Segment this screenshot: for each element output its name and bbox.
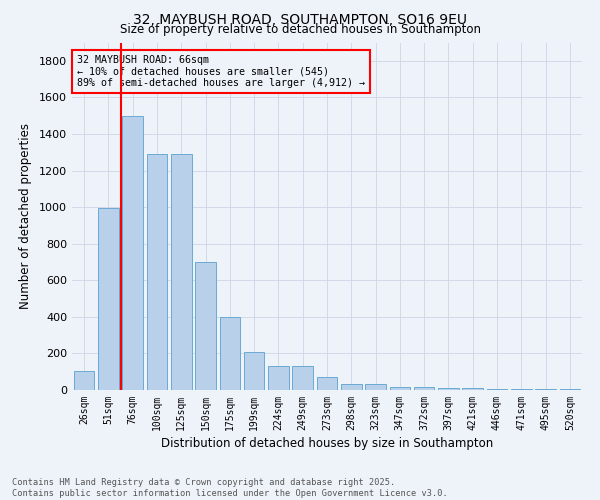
- Bar: [389, 386, 410, 390]
- Bar: [268, 366, 289, 390]
- Bar: [220, 317, 240, 390]
- Bar: [463, 388, 483, 390]
- Bar: [244, 352, 265, 390]
- Bar: [74, 371, 94, 390]
- Bar: [414, 386, 434, 390]
- Bar: [487, 388, 508, 390]
- Bar: [146, 154, 167, 390]
- Text: Size of property relative to detached houses in Southampton: Size of property relative to detached ho…: [119, 22, 481, 36]
- Bar: [122, 116, 143, 390]
- Bar: [98, 208, 119, 390]
- Text: 32 MAYBUSH ROAD: 66sqm
← 10% of detached houses are smaller (545)
89% of semi-de: 32 MAYBUSH ROAD: 66sqm ← 10% of detached…: [77, 54, 365, 88]
- Text: Contains HM Land Registry data © Crown copyright and database right 2025.
Contai: Contains HM Land Registry data © Crown c…: [12, 478, 448, 498]
- Y-axis label: Number of detached properties: Number of detached properties: [19, 123, 32, 309]
- Bar: [292, 366, 313, 390]
- Bar: [317, 377, 337, 390]
- Bar: [535, 389, 556, 390]
- Bar: [171, 154, 191, 390]
- Bar: [341, 384, 362, 390]
- Bar: [511, 388, 532, 390]
- Text: 32, MAYBUSH ROAD, SOUTHAMPTON, SO16 9EU: 32, MAYBUSH ROAD, SOUTHAMPTON, SO16 9EU: [133, 12, 467, 26]
- Bar: [365, 384, 386, 390]
- Bar: [560, 389, 580, 390]
- Bar: [195, 262, 216, 390]
- X-axis label: Distribution of detached houses by size in Southampton: Distribution of detached houses by size …: [161, 437, 493, 450]
- Bar: [438, 388, 459, 390]
